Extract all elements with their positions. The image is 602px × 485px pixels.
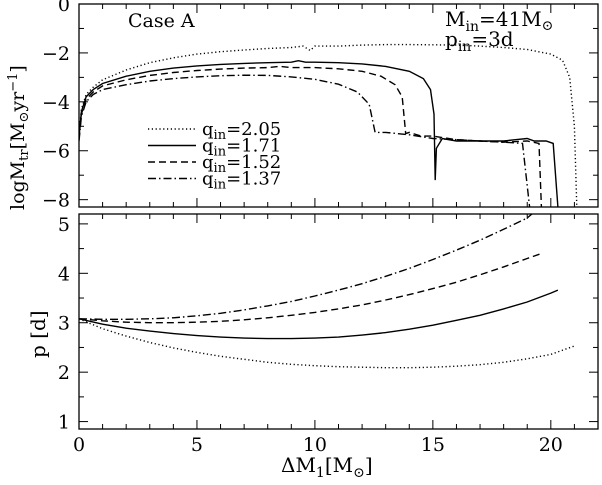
legend-value: =2.05 <box>226 119 281 140</box>
series-line-dashed <box>79 252 542 324</box>
period-symbol: p <box>445 27 458 51</box>
y-tick-label: −2 <box>42 43 70 65</box>
ylabel-unit: [M <box>7 123 29 150</box>
period-value: =3d <box>471 27 513 51</box>
sun-symbol: ⊙ <box>542 18 554 34</box>
y-axis-label-period: p [d] <box>26 310 50 358</box>
legend-value: =1.37 <box>226 169 281 190</box>
legend-q: q <box>202 169 214 190</box>
y-tick-label: −8 <box>42 190 70 212</box>
ylabel-sub: tr <box>17 149 32 161</box>
y-tick-label: −6 <box>42 141 70 163</box>
series-line-solid <box>79 59 559 207</box>
legend-label: qin=1.37 <box>202 169 281 193</box>
xlabel-sun: ⊙ <box>353 465 365 481</box>
ylabel-log: logM <box>7 161 29 210</box>
series-line-dashed <box>79 65 543 207</box>
y-tick-label: 4 <box>58 263 70 285</box>
legend-value: =1.52 <box>226 152 281 173</box>
legend-q: q <box>202 136 214 157</box>
y-tick-label: −4 <box>42 92 70 114</box>
legend-q: q <box>202 152 214 173</box>
ylabel-rest: yr <box>7 91 29 113</box>
period-in-annotation: pin=3d <box>445 27 514 55</box>
legend-q: q <box>202 119 214 140</box>
mass-value: =41M <box>479 7 542 31</box>
xlabel-sub: 1 <box>316 465 325 481</box>
series-line-dashdot <box>79 74 531 207</box>
xlabel-unit: [M <box>325 453 353 477</box>
legend-value: =1.71 <box>226 136 281 157</box>
legend-subscript: in <box>214 178 227 193</box>
y-axis-label-mass-transfer: logMtr[M⊙yr−1] <box>6 65 32 210</box>
y-tick-label: 0 <box>58 0 70 16</box>
case-label: Case A <box>128 10 195 32</box>
period-subscript: in <box>458 39 472 55</box>
x-axis-label-delta-mass: ΔM1[M⊙] <box>281 453 373 481</box>
y-tick-label: 1 <box>58 412 70 434</box>
ylabel-sun: ⊙ <box>17 112 32 123</box>
legend-subscript: in <box>214 161 227 176</box>
legend-subscript: in <box>214 145 227 160</box>
x-tick-label: 5 <box>191 434 203 456</box>
x-tick-label: 0 <box>73 434 85 456</box>
series-line-dotted <box>79 43 578 207</box>
ylabel-close: ] <box>7 65 29 72</box>
ylabel-exp: −1 <box>6 73 21 92</box>
series-line-dotted <box>79 318 575 369</box>
y-tick-label: 3 <box>58 313 70 335</box>
plot-frame <box>78 213 599 430</box>
series-line-dashdot <box>79 214 533 320</box>
xlabel-close: ] <box>365 453 373 477</box>
mass-symbol: M <box>445 7 465 31</box>
mass-in-annotation: Min=41M⊙ <box>445 7 553 35</box>
plot-frame <box>78 3 599 208</box>
x-tick-label: 10 <box>303 434 327 456</box>
mass-subscript: in <box>465 19 479 35</box>
x-tick-label: 15 <box>421 434 445 456</box>
xlabel-delta: ΔM <box>281 453 316 477</box>
series-line-solid <box>79 289 559 340</box>
legend-subscript: in <box>214 128 227 143</box>
x-tick-label: 20 <box>539 434 563 456</box>
legend-label: qin=2.05 <box>202 119 281 143</box>
y-tick-label: 5 <box>58 214 70 236</box>
y-tick-label: 2 <box>58 362 70 384</box>
legend-label: qin=1.71 <box>202 136 281 160</box>
legend-label: qin=1.52 <box>202 152 281 176</box>
